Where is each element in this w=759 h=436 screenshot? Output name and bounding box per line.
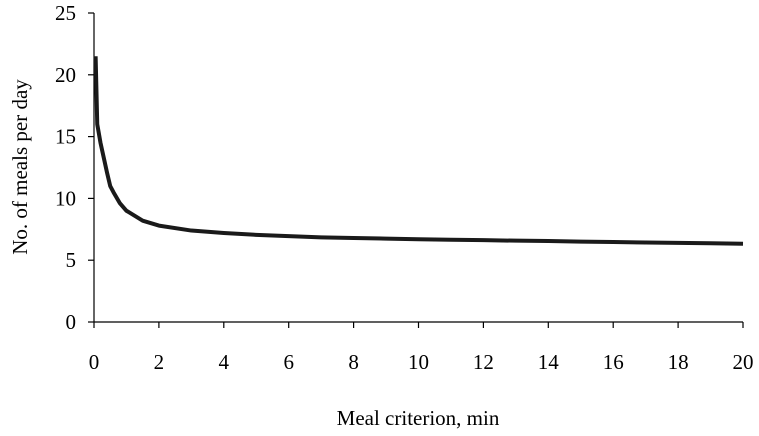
- y-tick-label: 5: [66, 248, 77, 272]
- y-axis-title: No. of meals per day: [8, 79, 32, 255]
- axes: [93, 13, 743, 323]
- x-axis-ticks: 0 2 4 6 8 10 12 14 16 18 20: [89, 322, 754, 374]
- x-tick-label: 20: [733, 350, 754, 374]
- y-tick-label: 20: [55, 63, 76, 87]
- x-tick-label: 6: [283, 350, 294, 374]
- y-tick-label: 0: [66, 310, 77, 334]
- x-tick-label: 12: [473, 350, 494, 374]
- y-tick-label: 15: [55, 125, 76, 149]
- x-tick-label: 10: [408, 350, 429, 374]
- series-line: [93, 56, 744, 246]
- y-tick-label: 10: [55, 186, 76, 210]
- x-tick-label: 18: [668, 350, 689, 374]
- x-tick-label: 0: [89, 350, 100, 374]
- x-tick-label: 2: [154, 350, 165, 374]
- series-layer: [93, 56, 744, 246]
- y-axis-ticks: 0 5 10 15 20 25: [55, 1, 94, 334]
- x-axis-title: Meal criterion, min: [337, 406, 500, 430]
- x-tick-label: 16: [603, 350, 624, 374]
- x-tick-label: 8: [348, 350, 359, 374]
- x-tick-label: 14: [538, 350, 560, 374]
- x-tick-label: 4: [219, 350, 230, 374]
- y-tick-label: 25: [55, 1, 76, 25]
